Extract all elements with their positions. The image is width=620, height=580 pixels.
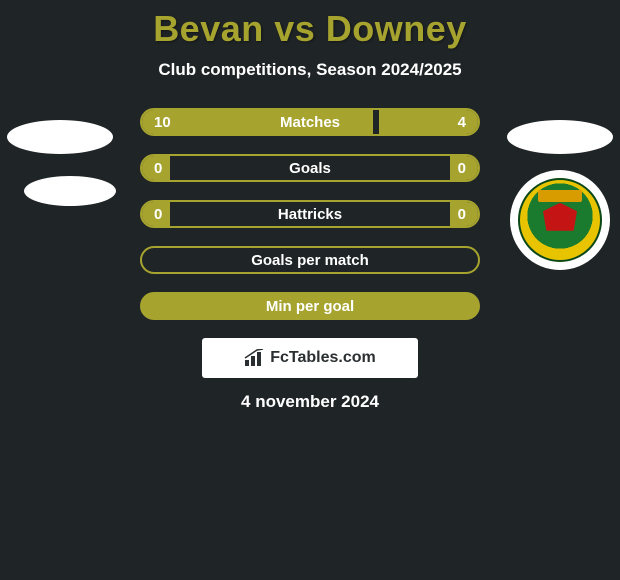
subtitle: Club competitions, Season 2024/2025 bbox=[0, 60, 620, 80]
stat-row: Min per goal bbox=[0, 292, 620, 320]
stat-right-bar: 0 bbox=[450, 202, 478, 226]
stat-left-value: 0 bbox=[154, 160, 162, 177]
stat-left-value: 10 bbox=[154, 114, 171, 131]
bar-chart-icon bbox=[244, 349, 266, 367]
player-right-club-badge bbox=[510, 170, 610, 270]
stats-area: 104Matches00Goals00HattricksGoals per ma… bbox=[0, 108, 620, 412]
stat-left-bar: 0 bbox=[142, 156, 170, 180]
stat-bar-group: 10 4 bbox=[140, 108, 480, 136]
stat-left-value: 0 bbox=[154, 206, 162, 223]
stat-bar-group: 00 bbox=[140, 154, 480, 182]
club-crest-icon bbox=[518, 178, 602, 262]
stat-left-bar: 0 bbox=[142, 202, 170, 226]
stat-bar-group: 00 bbox=[140, 200, 480, 228]
page-title: Bevan vs Downey bbox=[0, 8, 620, 50]
stat-right-value: 4 bbox=[458, 114, 466, 131]
stat-right-bar: 0 bbox=[450, 156, 478, 180]
stat-right-bar: 4 bbox=[379, 110, 478, 134]
stat-right-value: 0 bbox=[458, 160, 466, 177]
stat-full-bar: Goals per match bbox=[140, 246, 480, 274]
stat-full-bar: Min per goal bbox=[140, 292, 480, 320]
stat-right-value: 0 bbox=[458, 206, 466, 223]
date-label: 4 november 2024 bbox=[0, 392, 620, 412]
stat-gap bbox=[170, 202, 450, 226]
player-left-avatar-2 bbox=[24, 176, 116, 206]
stat-left-bar: 10 bbox=[142, 110, 373, 134]
fctables-logo: FcTables.com bbox=[202, 338, 418, 378]
stat-label: Min per goal bbox=[266, 298, 354, 315]
player-left-avatar-1 bbox=[7, 120, 113, 154]
player-right-avatar-1 bbox=[507, 120, 613, 154]
logo-text: FcTables.com bbox=[270, 349, 376, 367]
stat-gap bbox=[170, 156, 450, 180]
stat-label: Goals per match bbox=[251, 252, 369, 269]
